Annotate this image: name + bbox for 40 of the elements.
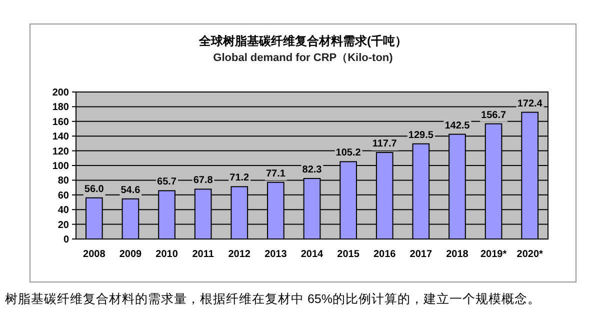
x-tick-label: 2018 <box>446 249 469 260</box>
y-tick-label: 20 <box>58 220 70 231</box>
y-tick-label: 100 <box>52 161 70 172</box>
y-tick-label: 40 <box>58 205 70 216</box>
data-label: 56.0 <box>84 184 104 195</box>
x-tick-label: 2019* <box>480 249 507 260</box>
y-tick-label: 140 <box>52 132 70 143</box>
x-tick-label: 2020* <box>516 249 544 260</box>
title: 全球树脂基碳纤维复合材料需求(千吨） <box>199 34 407 48</box>
x-tick-label: 2011 <box>192 249 214 260</box>
y-tick-label: 0 <box>63 234 70 246</box>
subtitle: Global demand for CRP（Kilo-ton) <box>213 52 393 64</box>
y-tick-label: 200 <box>52 88 70 98</box>
data-label: 54.6 <box>120 184 141 196</box>
data-label: 77.1 <box>266 168 286 180</box>
text: 树脂基碳纤维复合材料的需求量，根据纤维在复材中 65%的比例计算的，建立一个规模概念。 <box>5 291 540 306</box>
x-tick-label: 2010 <box>156 249 178 260</box>
data-label: 172.4 <box>517 98 543 110</box>
x-tick-label: 2014 <box>300 249 324 260</box>
data-label: 67.8 <box>193 175 214 186</box>
x-tick-label: 2015 <box>337 249 360 260</box>
x-tick-label: 2013 <box>264 249 288 260</box>
y-tick-label: 160 <box>52 116 70 128</box>
y-tick-label: 80 <box>58 176 70 187</box>
x-tick-label: 2012 <box>228 249 251 260</box>
x-tick-label: 2008 <box>83 249 106 260</box>
data-label: 65.7 <box>157 176 177 188</box>
y-tick-label: 180 <box>52 102 70 114</box>
data-label: 105.2 <box>336 148 362 159</box>
data-label: 129.5 <box>408 130 434 141</box>
x-tick-label: 2016 <box>373 249 396 260</box>
y-tick-label: 60 <box>58 190 70 202</box>
x-tick-label: 2009 <box>119 249 142 260</box>
data-label: 156.7 <box>481 110 506 121</box>
data-label: 117.7 <box>372 138 398 150</box>
data-label: 142.5 <box>444 120 470 132</box>
x-tick-label: 2017 <box>410 249 432 260</box>
y-tick-label: 120 <box>52 146 70 158</box>
data-label: 71.2 <box>230 172 250 184</box>
data-label: 82.3 <box>302 164 322 176</box>
